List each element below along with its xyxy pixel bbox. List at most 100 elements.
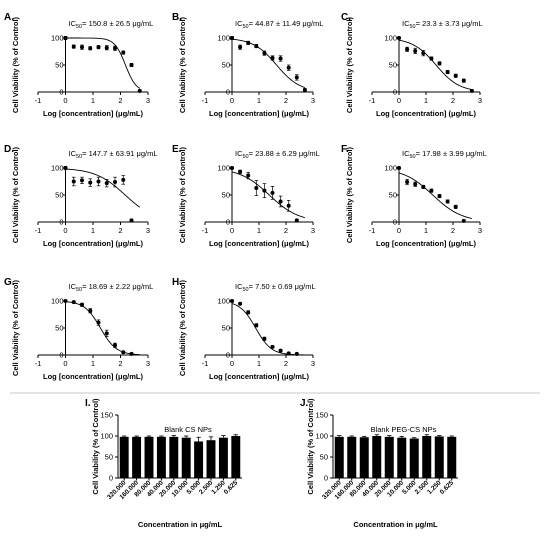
y-tick-label: 50 [389,191,397,200]
data-point [262,336,267,341]
bar [347,436,357,478]
y-tick-label: 50 [222,324,230,333]
ic50-annotation-c: IC50= 23.3 ± 3.73 μg/mL [402,19,483,30]
ic50-prefix: IC [69,149,77,158]
x-tick-label: 2 [451,96,455,105]
panel-label-d: D. [4,144,14,155]
bar [194,441,204,478]
x-tick-label: 3 [146,359,150,368]
panel-d: D.Cell Viability (% of Control) -1 0 1 2 3 0 50… [4,144,158,248]
y-tick-label: 100 [51,297,64,306]
data-point [238,169,243,174]
x-tick-label: -1 [202,96,209,105]
y-axis-title-i: Cell Viability (% of Control) [91,398,100,495]
x-tick-label: 3 [311,226,315,235]
panel-h: H.Cell Viability (% of Control) -1 0 1 2 3 0 50… [172,277,316,381]
panel-e: E.Cell Viability (% of Control) -1 0 1 2 3 0 50… [172,144,320,248]
x-axis-title-c: Log [concentration] (μg/mL) [376,109,476,118]
x-tick-label: 1 [424,96,428,105]
ic50-annotation-h: IC50= 7.50 ± 0.69 μg/mL [235,282,316,293]
data-point [397,166,401,170]
data-point [413,182,418,187]
data-point [262,188,267,193]
data-point [437,194,442,199]
bar [359,437,369,478]
x-tick-label: 0 [230,359,234,368]
data-point [429,56,434,61]
bar [218,437,228,478]
y-tick-label: 0 [226,218,230,227]
panel-label-h: H. [172,277,182,288]
bar [334,436,344,478]
fit-curve-h [231,303,305,356]
x-axis-title-d: Log [concentration] (μg/mL) [43,239,143,248]
y-tick-label: 100 [51,34,64,43]
x-tick-label: 1 [91,359,95,368]
y-axis-title-g: Cell Viability (% of Control) [11,279,20,376]
ic50-subscript: 50 [76,154,82,160]
y-tick-label: 50 [55,191,63,200]
data-point [278,348,283,353]
data-point [421,184,426,189]
data-point [429,188,434,193]
data-point [453,73,458,78]
data-point [445,70,450,75]
y-tick-label: 0 [393,218,397,227]
data-point [80,302,84,307]
data-point [104,45,109,50]
y-axis-title-h: Cell Viability (% of Control) [178,279,187,376]
data-point [121,177,126,182]
ic50-prefix: IC [402,149,410,158]
data-point [96,179,101,184]
y-tick-label: 100 [217,297,230,306]
x-tick-label: 0 [397,96,401,105]
data-point [278,56,283,61]
x-tick-label: 3 [478,226,482,235]
x-axis-title-b: Log [concentration] (μg/mL) [209,109,309,118]
y-tick-label: 50 [222,61,230,70]
y-axis-title-j: Cell Viability (% of Control) [306,398,315,495]
y-tick-label: 0 [109,474,113,483]
x-tick-label: 1 [91,96,95,105]
data-point [302,87,307,92]
data-point [254,323,259,328]
x-tick-label: 0 [63,359,67,368]
y-tick-label: 150 [315,411,328,420]
data-point [80,45,84,50]
y-tick-label: 0 [59,218,63,227]
bar [144,436,154,478]
x-tick-label: 1 [91,226,95,235]
data-point [294,218,299,223]
y-tick-label: 0 [324,474,328,483]
y-tick-label: 100 [100,432,113,441]
ic50-subscript: 50 [243,287,249,293]
data-point [246,40,251,45]
panel-c: C.Cell Viability (% of Control) -1 0 1 2 3 0 50… [341,12,483,118]
x-tick-label: -1 [202,359,209,368]
y-tick-label: 100 [315,432,328,441]
ic50-prefix: IC [69,19,77,28]
x-tick-label: 1 [257,96,261,105]
x-axis-title-j: Concentration in μg/mL [353,520,438,529]
fit-curve-b [231,38,306,89]
x-tick-label: 0 [397,226,401,235]
data-point [461,78,466,83]
ic50-annotation-b: IC50= 44.87 ± 11.49 μg/mL [235,19,323,30]
bar [231,436,241,478]
data-point [121,350,126,355]
x-axis-title-i: Concentration in μg/mL [138,520,223,529]
y-axis-title-a: Cell Viability (% of Control) [11,16,20,113]
data-point [286,65,291,70]
ic50-prefix: IC [69,282,77,291]
x-tick-label: 1 [257,226,261,235]
bar [447,436,457,478]
bar [206,440,216,478]
data-point [254,185,259,190]
data-point [113,343,117,348]
x-tick-label: 3 [478,96,482,105]
y-axis-title-c: Cell Viability (% of Control) [345,16,354,113]
x-tick-label: 1 [257,359,261,368]
data-point [104,331,109,336]
data-point [397,36,401,40]
x-tick-label: 2 [118,359,122,368]
